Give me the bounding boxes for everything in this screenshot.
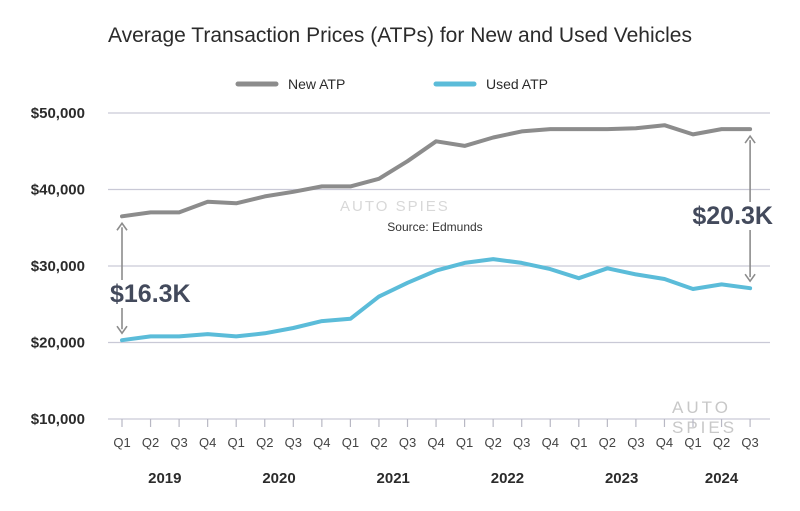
data-point — [548, 127, 552, 131]
data-point — [377, 295, 381, 299]
data-point — [548, 267, 552, 271]
year-label: 2022 — [491, 470, 524, 487]
x-tick-label: Q1 — [570, 435, 587, 450]
gap-label-2024: $20.3K — [692, 202, 773, 230]
gap-label-2019-bg — [108, 280, 200, 308]
data-point — [177, 210, 181, 215]
gap-arrow-2024-head-down — [744, 273, 756, 283]
data-point — [348, 184, 352, 189]
data-point — [662, 277, 667, 281]
y-tick-label: $20,000 — [31, 335, 85, 352]
y-tick-label: $50,000 — [31, 105, 85, 122]
y-tick-label: $10,000 — [31, 411, 85, 428]
data-point — [491, 135, 495, 140]
data-point — [634, 126, 638, 130]
x-tick-label: Q3 — [170, 435, 187, 450]
year-label: 2024 — [705, 470, 739, 487]
gap-label-2024-bg — [683, 202, 775, 230]
data-point — [434, 268, 438, 273]
data-point — [320, 319, 324, 323]
x-tick-label: Q1 — [456, 435, 473, 450]
watermark-text: AUTO SPIES — [340, 198, 450, 215]
x-tick-label: Q3 — [627, 435, 644, 450]
x-tick-label: Q2 — [142, 435, 159, 450]
data-point — [605, 266, 609, 270]
data-point — [148, 334, 153, 338]
data-point — [377, 177, 381, 181]
chart-title: Average Transaction Prices (ATPs) for Ne… — [108, 24, 692, 47]
year-label: 2023 — [605, 470, 638, 487]
data-point — [206, 332, 210, 336]
x-tick-label: Q2 — [256, 435, 273, 450]
chart-subtitle: Source: Edmunds — [387, 220, 482, 234]
y-tick-label: $30,000 — [31, 258, 85, 275]
data-point — [434, 139, 438, 143]
year-label: 2019 — [148, 470, 181, 487]
x-tick-label: Q3 — [513, 435, 530, 450]
data-point — [291, 326, 295, 330]
data-point — [177, 334, 181, 338]
x-tick-label: Q4 — [542, 435, 559, 450]
data-point — [234, 334, 238, 338]
data-point — [206, 200, 210, 204]
data-point — [405, 159, 410, 163]
watermark-text-corner: AUTO SPIES — [672, 398, 738, 437]
data-point — [320, 184, 324, 189]
y-tick-label: $40,000 — [31, 182, 85, 199]
data-point — [291, 190, 295, 194]
x-tick-label: Q2 — [370, 435, 387, 450]
data-point — [691, 287, 695, 291]
gap-arrow-2019-head-down — [116, 325, 128, 335]
data-point — [662, 123, 667, 127]
data-point — [263, 194, 267, 198]
x-tick-label: Q3 — [399, 435, 416, 450]
legend-label: Used ATP — [486, 76, 548, 92]
data-point — [263, 331, 267, 335]
x-tick-label: Q2 — [484, 435, 501, 450]
data-point — [491, 257, 495, 261]
x-tick-label: Q1 — [684, 435, 701, 450]
year-label: 2021 — [377, 470, 410, 487]
x-tick-label: Q4 — [427, 435, 444, 450]
data-point — [520, 261, 524, 265]
gap-label-2019: $16.3K — [110, 280, 191, 308]
data-point — [691, 132, 695, 137]
x-tick-label: Q1 — [113, 435, 130, 450]
x-tick-label: Q3 — [741, 435, 758, 450]
data-point — [348, 317, 352, 321]
x-tick-label: Q4 — [656, 435, 673, 450]
year-label: 2020 — [262, 470, 295, 487]
data-point — [605, 127, 609, 131]
gap-arrow-2019-head-up — [116, 221, 128, 231]
data-point — [463, 144, 467, 148]
x-tick-label: Q4 — [199, 435, 216, 450]
data-point — [634, 272, 638, 277]
legend-label: New ATP — [288, 76, 345, 92]
data-point — [120, 338, 124, 342]
data-point — [520, 129, 524, 133]
data-point — [748, 286, 752, 290]
data-point — [719, 282, 724, 286]
series-line — [120, 123, 753, 219]
data-point — [405, 281, 410, 285]
data-point — [234, 201, 238, 205]
data-point — [748, 127, 752, 131]
data-point — [463, 261, 467, 265]
x-tick-label: Q2 — [713, 435, 730, 450]
gap-arrow-2024-head-up — [744, 134, 756, 144]
x-tick-label: Q4 — [313, 435, 330, 450]
x-tick-label: Q3 — [285, 435, 302, 450]
data-point — [719, 127, 724, 131]
data-point — [577, 276, 581, 280]
data-point — [148, 210, 153, 215]
data-point — [120, 214, 124, 218]
x-tick-label: Q1 — [342, 435, 359, 450]
x-tick-label: Q1 — [228, 435, 245, 450]
data-point — [577, 127, 581, 131]
x-tick-label: Q2 — [599, 435, 616, 450]
